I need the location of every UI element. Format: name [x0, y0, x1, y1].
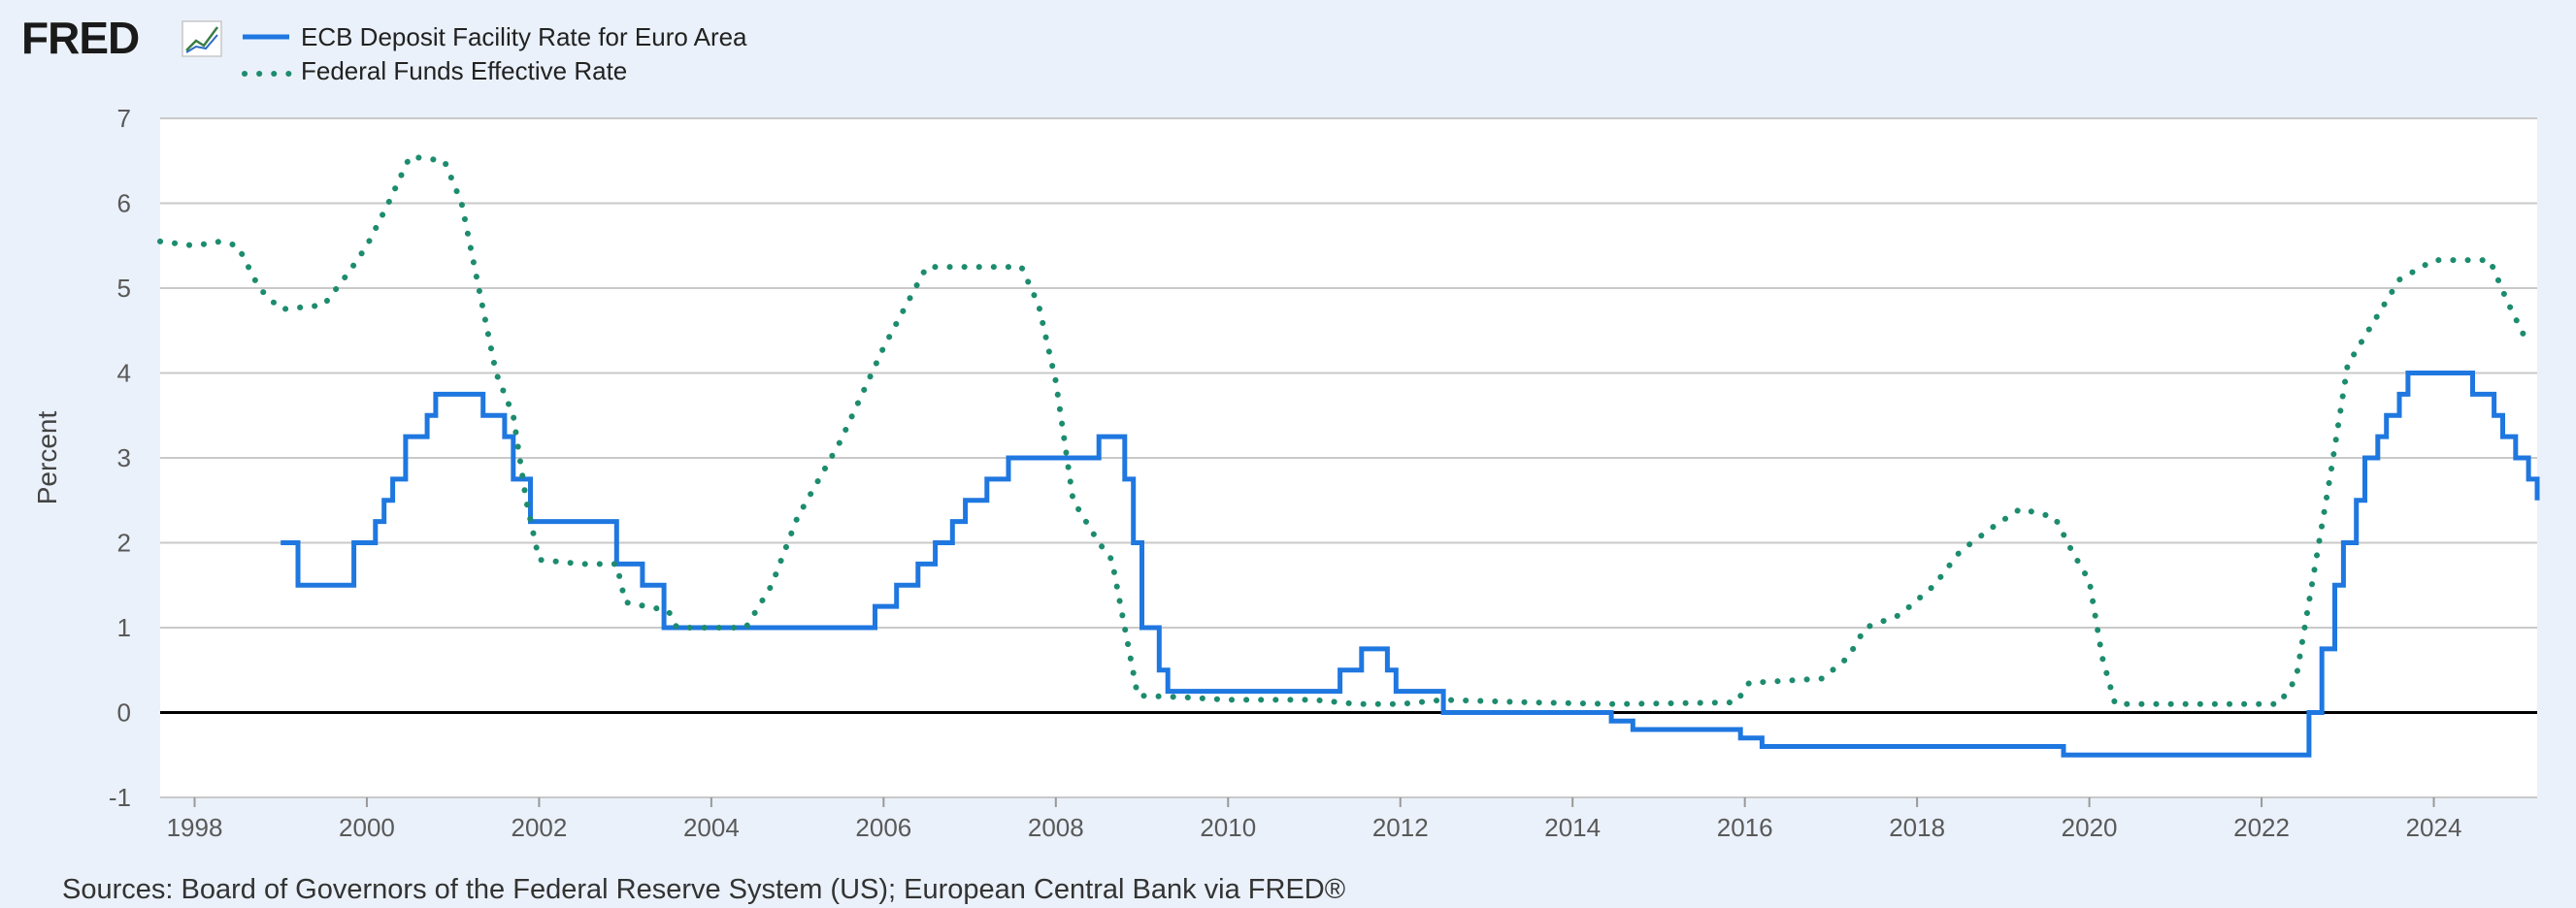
x-axis-ticks: 1998 2000 2002 2004 2006 2008 2010 2012 2014 2016…	[167, 797, 2462, 842]
y-tick-label: 4	[117, 359, 131, 388]
legend-item-fed-funds[interactable]: Federal Funds Effective Rate	[242, 56, 627, 85]
x-tick-label: 2016	[1717, 813, 1773, 842]
fred-logo[interactable]: FRED	[21, 13, 222, 63]
series-line-ecb[interactable]	[281, 371, 2540, 758]
y-tick-label: -1	[109, 783, 131, 812]
y-tick-label: 2	[117, 529, 131, 558]
x-tick-label: 2006	[855, 813, 911, 842]
x-tick-label: 2018	[1889, 813, 1945, 842]
series-lines	[157, 153, 2540, 758]
x-tick-label: 2014	[1544, 813, 1601, 842]
y-tick-label: 1	[117, 613, 131, 642]
y-tick-label: 5	[117, 274, 131, 303]
y-tick-label: 6	[117, 189, 131, 218]
fred-logo-text: FRED	[21, 13, 139, 63]
legend: ECB Deposit Facility Rate for Euro Area …	[242, 22, 747, 85]
x-tick-label: 2000	[339, 813, 395, 842]
x-tick-label: 2020	[2062, 813, 2118, 842]
gridlines	[160, 117, 2537, 798]
y-axis-label: Percent	[32, 411, 62, 505]
y-tick-label: 7	[117, 104, 131, 133]
x-tick-label: 2008	[1028, 813, 1084, 842]
x-tick-label: 2010	[1200, 813, 1256, 842]
fred-chart-icon	[182, 20, 222, 57]
x-tick-label: 2002	[511, 813, 567, 842]
y-axis-ticks: -1 0 1 2 3 4 5 6 7	[109, 104, 131, 812]
x-tick-label: 2004	[683, 813, 740, 842]
x-tick-label: 2022	[2233, 813, 2290, 842]
x-tick-label: 2012	[1372, 813, 1429, 842]
legend-label-ecb: ECB Deposit Facility Rate for Euro Area	[301, 22, 747, 51]
y-tick-label: 0	[117, 698, 131, 728]
source-note: Sources: Board of Governors of the Feder…	[62, 874, 1345, 905]
legend-label-fed-funds: Federal Funds Effective Rate	[301, 56, 627, 85]
y-tick-label: 3	[117, 443, 131, 472]
legend-item-ecb[interactable]: ECB Deposit Facility Rate for Euro Area	[243, 22, 747, 51]
x-tick-label: 1998	[167, 813, 223, 842]
x-tick-label: 2024	[2406, 813, 2462, 842]
